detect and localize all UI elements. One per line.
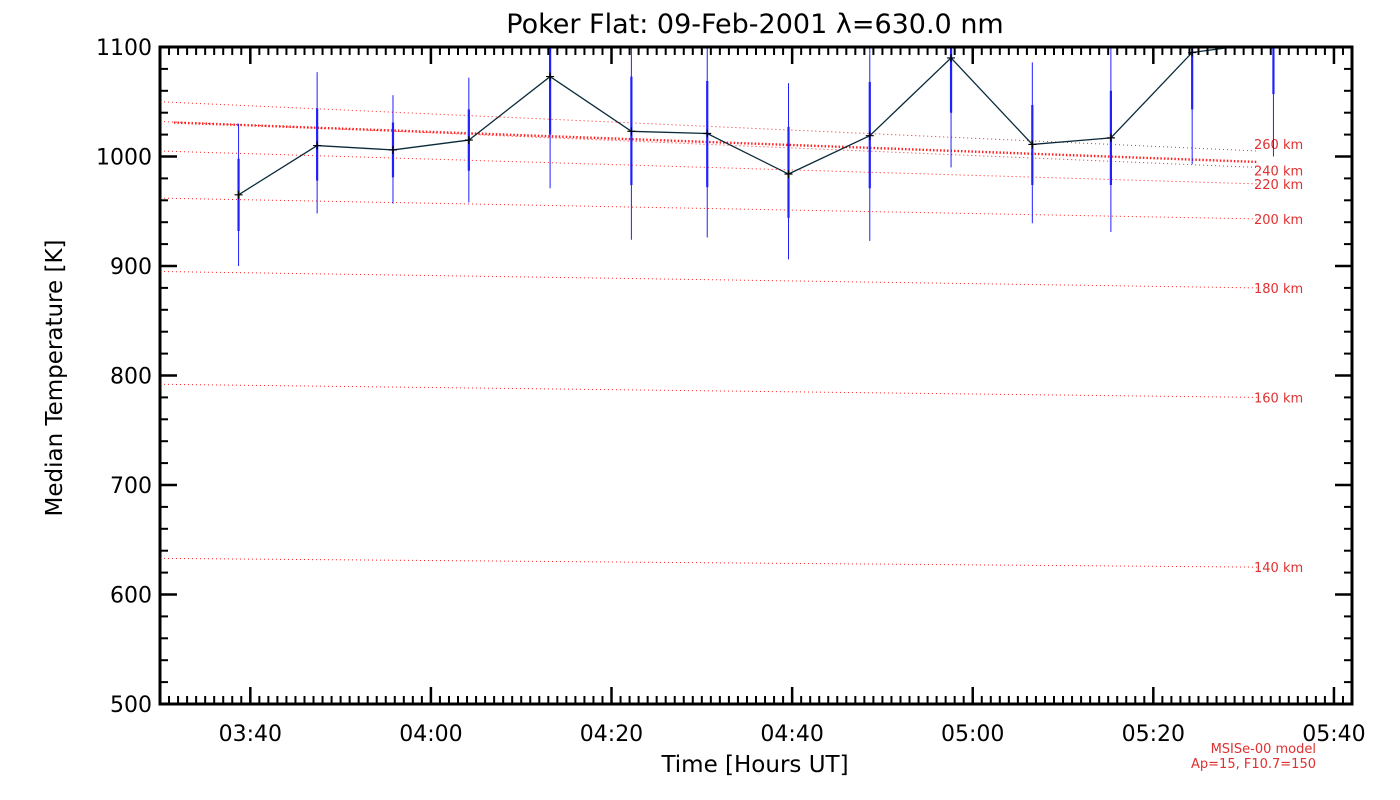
y-tick-label: 1000 <box>96 146 152 171</box>
model-curve-label: 240 km <box>1254 164 1303 179</box>
model-curve-label: 160 km <box>1254 391 1303 406</box>
model-curve-180km <box>159 270 1259 289</box>
data-point <box>313 141 322 150</box>
axes: 500 600 700 800 900 1000 1100 03:40 04:00 04:20 04… <box>96 36 1366 747</box>
x-tick-label: 04:00 <box>399 722 462 747</box>
model-curve-140km <box>159 557 1259 568</box>
plot-frame <box>158 45 1354 706</box>
data-point <box>388 145 397 154</box>
y-axis-label: Median Temperature [K] <box>42 240 68 517</box>
data-point <box>1106 133 1115 142</box>
x-tick-label: 05:00 <box>941 722 1004 747</box>
data-point <box>1028 140 1037 149</box>
model-curve-260km <box>159 101 1259 152</box>
series-line <box>238 47 1238 196</box>
chart-title: Poker Flat: 09-Feb-2001 λ=630.0 nm <box>506 9 1003 40</box>
data-series <box>234 47 1238 199</box>
x-tick-label: 04:40 <box>760 722 823 747</box>
model-curve-label: 220 km <box>1254 178 1303 193</box>
data-point <box>546 72 555 81</box>
model-curve-160km <box>159 383 1259 398</box>
model-curve-label: 140 km <box>1254 561 1303 576</box>
x-tick-label: 03:40 <box>219 722 282 747</box>
x-tick-label: 05:40 <box>1302 722 1365 747</box>
model-annotation-line2: Ap=15, F10.7=150 <box>1191 757 1316 772</box>
data-point <box>464 136 473 145</box>
x-axis-label: Time [Hours UT] <box>660 752 848 778</box>
chart-text: Poker Flat: 09-Feb-2001 λ=630.0 nm Time … <box>42 9 1316 778</box>
model-curve-200km <box>159 197 1259 220</box>
y-tick-label: 700 <box>110 474 152 499</box>
model-curve-label: 200 km <box>1254 213 1303 228</box>
x-tick-label: 04:20 <box>580 722 643 747</box>
model-curve-220km <box>159 150 1259 185</box>
model-annotation-line1: MSISe-00 model <box>1211 742 1316 757</box>
data-point <box>865 131 874 140</box>
model-mean-curve <box>173 121 1259 164</box>
data-point <box>627 127 636 136</box>
y-tick-label: 900 <box>110 255 152 280</box>
y-tick-label: 500 <box>110 693 152 718</box>
error-bars <box>237 47 1275 266</box>
model-curve-label: 180 km <box>1254 282 1303 297</box>
y-tick-label: 1100 <box>96 36 152 61</box>
y-tick-label: 600 <box>110 584 152 609</box>
y-tick-label: 800 <box>110 365 152 390</box>
data-point <box>703 129 712 138</box>
data-point <box>234 190 243 199</box>
x-tick-label: 05:20 <box>1122 722 1185 747</box>
data-point <box>947 53 956 62</box>
model-curve-label: 260 km <box>1254 138 1303 153</box>
data-point <box>784 170 793 179</box>
